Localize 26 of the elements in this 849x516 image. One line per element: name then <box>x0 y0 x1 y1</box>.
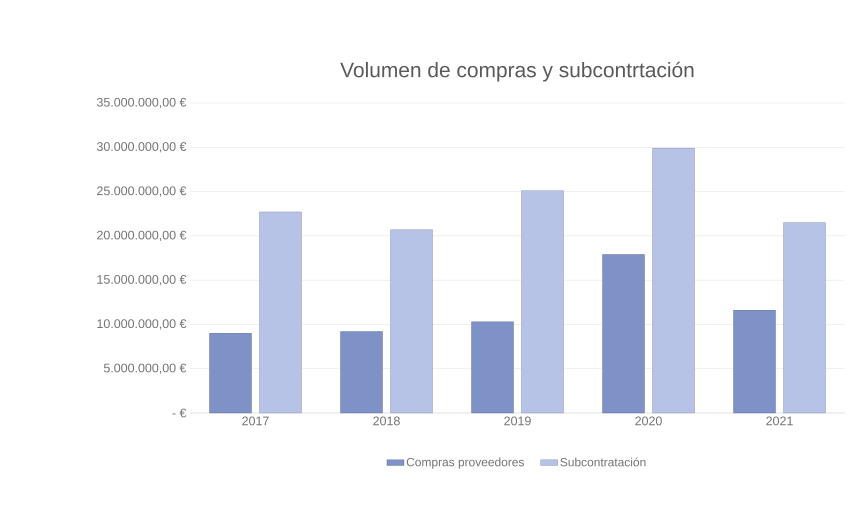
legend-label: Subcontratación <box>560 457 646 466</box>
x-tick-label: 2019 <box>504 416 531 426</box>
bar <box>602 254 645 414</box>
chart-title: Volumen de compras y subcontrtación <box>340 62 694 82</box>
bar <box>652 148 695 414</box>
x-tick-label: 2021 <box>766 416 793 426</box>
bar <box>733 310 776 414</box>
bar <box>259 212 302 414</box>
y-tick-label: 15.000.000,00 € <box>97 275 186 286</box>
x-tick-label: 2020 <box>635 416 662 426</box>
bar <box>209 333 252 414</box>
y-tick-label: - € <box>172 408 186 418</box>
bar <box>783 222 826 414</box>
y-tick-label: 35.000.000,00 € <box>96 98 186 108</box>
bar <box>340 331 383 414</box>
y-tick-label: 10.000.000,00 € <box>97 319 186 330</box>
bar <box>390 229 433 414</box>
bar <box>521 190 564 414</box>
bar <box>471 322 514 414</box>
legend-label: Compras proveedores <box>406 458 524 469</box>
y-tick-label: 20.000.000,00 € <box>97 230 186 241</box>
y-tick-label: 30.000.000,00 € <box>96 142 186 152</box>
y-tick-label: 5.000.000,00 € <box>104 364 186 374</box>
x-tick-label: 2017 <box>242 416 269 426</box>
y-tick-label: 25.000.000,00 € <box>97 186 186 197</box>
x-tick-label: 2018 <box>373 416 400 426</box>
